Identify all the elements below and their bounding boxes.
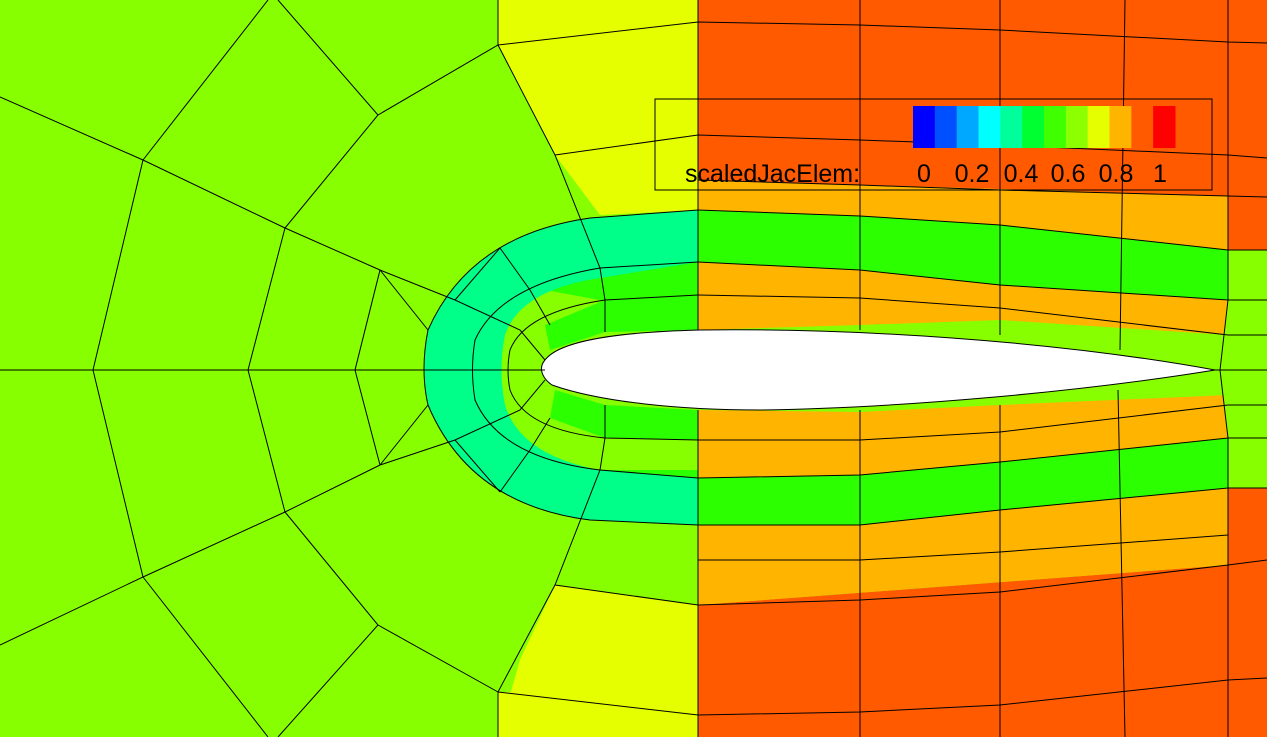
color-scale-swatch: [956, 106, 979, 148]
grid-line: [697, 261, 1267, 301]
legend-ticks: 0 0.2 0.4 0.6 0.8 1: [917, 160, 1167, 188]
grid-line: [354, 269, 381, 371]
color-scale-swatch: [1153, 106, 1176, 148]
wake-region-lower-inner: [698, 488, 1228, 605]
airfoil-outline: [541, 329, 1216, 411]
color-scale-swatch: [1022, 106, 1045, 148]
grid-line: [599, 267, 606, 332]
grid-line: [423, 209, 699, 526]
color-scale-swatch: [934, 106, 958, 148]
color-legend: scaledJacElem: 0 0.2 0.4 0.6 0.8 1: [654, 98, 1213, 191]
grid-line: [697, 294, 1267, 336]
tick-label: 0.2: [955, 160, 990, 188]
boundary-layer-lower-inner: [550, 390, 698, 440]
grid-line: [379, 269, 429, 331]
grid-line: [454, 247, 501, 301]
grid-line: [599, 405, 606, 471]
leading-edge-c-grid: [424, 210, 698, 525]
boundary-layer-lower: [545, 438, 1228, 525]
grid-line: [1117, 389, 1126, 737]
transition-region-upper: [498, 0, 698, 215]
grid-line: [697, 437, 1267, 479]
grid-line: [499, 417, 551, 493]
tick-label: 0.6: [1051, 160, 1086, 188]
boundary-layer-upper: [545, 210, 1228, 300]
grid-line: [142, 0, 269, 161]
grid-line: [497, 21, 1267, 46]
color-scale-swatch: [978, 106, 1001, 148]
grid-line: [1119, 0, 1126, 351]
legend-frame: [654, 98, 1213, 191]
wake-region-upper-inner: [698, 180, 1228, 250]
color-scale-swatch: [1065, 106, 1089, 148]
grid-line: [507, 294, 699, 441]
grid-line: [698, 487, 1267, 526]
grid-line: [142, 576, 269, 737]
color-scale-swatch: [1109, 106, 1132, 148]
grid-line: [1219, 0, 1229, 737]
legend-title: scaledJacElem:: [685, 160, 860, 188]
transition-region-lower-2: [498, 585, 698, 737]
grid-line: [247, 369, 286, 513]
color-scale-swatch: [1044, 106, 1067, 148]
grid-line: [142, 379, 546, 578]
tick-label: 0: [917, 160, 931, 188]
grid-line: [554, 559, 1267, 606]
wake-region-lower-outer: [698, 488, 1267, 737]
color-scale-swatch: [913, 106, 936, 148]
grid-line: [377, 44, 601, 269]
grid-line: [698, 404, 1267, 441]
wake-region-lower-bl: [698, 395, 1228, 478]
grid-line: [379, 404, 429, 466]
grid-line: [499, 247, 551, 326]
grid-line: [454, 439, 501, 493]
trailing-edge-region: [1220, 300, 1267, 438]
color-scale-swatch: [1087, 106, 1110, 148]
grid-line: [247, 227, 286, 371]
grid-line: [354, 369, 381, 466]
color-scale-swatch: [1000, 106, 1023, 148]
airfoil-shape: [541, 329, 1215, 410]
grid-line: [497, 677, 1267, 716]
grid-line: [698, 534, 1229, 561]
tick-label: 0.8: [1099, 160, 1134, 188]
tick-label: 0.4: [1004, 160, 1039, 188]
color-scale-swatch: [1131, 106, 1154, 148]
color-scale-bar: [913, 106, 1176, 148]
boundary-layer-upper-inner: [545, 295, 698, 350]
grid-line: [472, 261, 699, 479]
grid-line: [377, 469, 601, 693]
tick-label: 1: [1153, 160, 1167, 188]
grid-line: [697, 209, 1267, 251]
